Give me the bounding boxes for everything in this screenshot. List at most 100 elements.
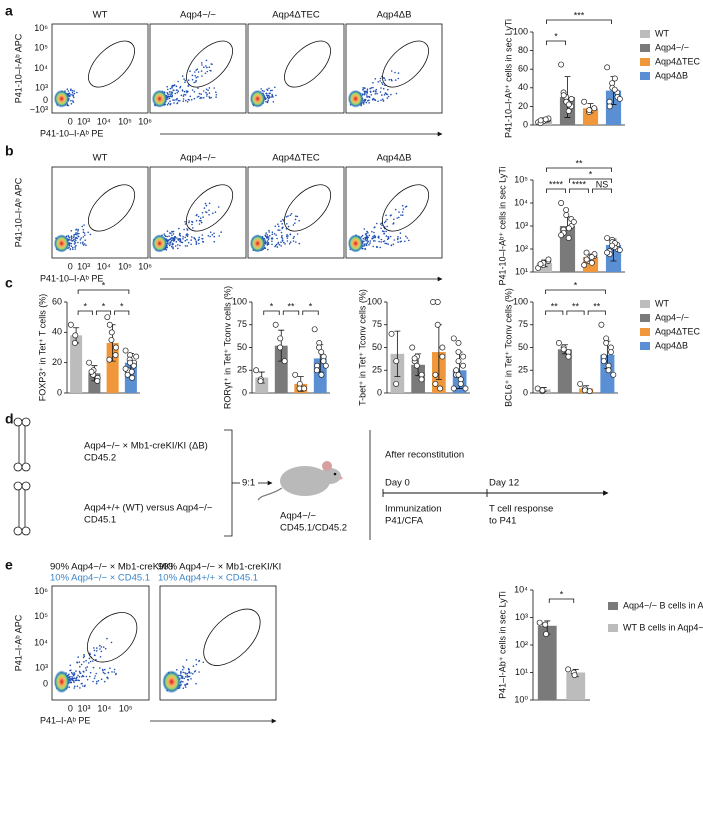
cell-dot	[383, 77, 385, 79]
cell-dot	[362, 93, 364, 95]
flow-title: Aqp4−/−	[180, 10, 216, 21]
cell-dot	[294, 222, 296, 224]
cell-dot	[175, 241, 178, 243]
cell-dot	[74, 685, 76, 688]
cell-dot	[102, 671, 105, 674]
cell-dot	[193, 91, 196, 93]
cell-dot	[386, 218, 388, 221]
cell-dot	[215, 94, 218, 96]
cell-dot	[82, 244, 85, 246]
cell-dot	[385, 214, 387, 217]
cell-dot	[280, 236, 283, 238]
cell-dot	[75, 679, 78, 681]
cell-dot	[73, 679, 75, 682]
cell-dot	[83, 655, 86, 657]
cell-dot	[288, 242, 291, 245]
legend-label: Aqp4ΔB	[655, 340, 688, 350]
cell-dot	[404, 240, 406, 243]
flow-x-label: P41-10–I-Aᵇ PE	[40, 273, 103, 283]
data-point	[606, 103, 613, 110]
sig-bracket	[546, 188, 566, 193]
flow-x-tick: 0	[68, 116, 73, 126]
density-core	[151, 234, 168, 253]
cell-dot	[180, 241, 183, 243]
cell-dot	[104, 672, 106, 675]
cell-dot	[374, 78, 377, 80]
cell-dot	[289, 233, 292, 236]
cell-dot	[362, 103, 365, 105]
cell-dot	[266, 234, 269, 236]
data-point	[462, 385, 469, 392]
y-tick-label: 40	[52, 327, 62, 337]
y-tick-label: 20	[518, 101, 528, 111]
cell-dot	[387, 243, 390, 245]
cell-dot	[184, 245, 187, 247]
cell-dot	[205, 211, 208, 214]
cell-dot	[266, 237, 268, 239]
cell-dot	[405, 205, 408, 208]
y-axis-label: P41-10–I-Aᵇ⁺ cells in sec LyTi	[503, 19, 513, 138]
cell-dot	[381, 94, 383, 96]
cell-dot	[271, 94, 274, 97]
cell-dot	[89, 660, 92, 663]
cell-dot	[372, 245, 375, 248]
diagram-text: CD45.1	[84, 515, 116, 526]
cell-dot	[263, 90, 265, 93]
cell-dot	[268, 87, 270, 90]
cell-dot	[198, 671, 200, 673]
cell-dot	[382, 240, 385, 243]
cell-dot	[100, 646, 103, 648]
cell-dot	[87, 231, 89, 234]
sig-label: *	[554, 31, 558, 41]
cell-dot	[179, 100, 181, 102]
cell-dot	[195, 76, 198, 79]
cell-dot	[104, 647, 107, 650]
cell-dot	[367, 232, 369, 234]
cell-dot	[163, 233, 165, 235]
cell-dot	[67, 90, 70, 92]
sig-label: *	[120, 301, 124, 311]
cell-dot	[363, 87, 365, 89]
data-point	[571, 672, 578, 679]
flow-y-tick: 10⁵	[34, 611, 48, 621]
flow-y-label: P41–I-Aᵇ APC	[13, 614, 23, 671]
y-tick-label: 25	[372, 365, 382, 375]
data-point	[322, 362, 329, 369]
sig-bracket	[545, 289, 606, 294]
cell-dot	[268, 237, 270, 239]
cell-dot	[187, 98, 190, 101]
y-tick-label: 0	[242, 387, 247, 397]
cell-dot	[363, 245, 365, 247]
cell-dot	[206, 93, 208, 95]
flow-x-tick: 10⁴	[97, 116, 111, 126]
sig-bracket	[302, 310, 319, 315]
cell-dot	[190, 243, 192, 246]
y-tick-label: 25	[237, 365, 247, 375]
y-tick-label: 100	[513, 296, 528, 306]
cell-dot	[209, 231, 212, 233]
cell-dot	[363, 228, 366, 230]
data-point	[112, 352, 119, 359]
cell-dot	[195, 214, 198, 217]
cell-dot	[360, 236, 363, 238]
cell-dot	[73, 687, 75, 689]
legend-swatch	[640, 342, 650, 350]
y-tick-label: 40	[518, 82, 528, 92]
cell-dot	[383, 94, 386, 96]
cell-dot	[80, 682, 83, 685]
cell-dot	[264, 234, 267, 236]
y-tick-label: 0	[523, 119, 528, 129]
data-point	[318, 371, 325, 378]
data-point	[409, 344, 416, 351]
cell-dot	[277, 225, 280, 228]
sig-bracket	[548, 598, 575, 603]
data-point	[439, 344, 446, 351]
cell-dot	[377, 236, 379, 239]
cell-dot	[181, 241, 184, 244]
cell-dot	[275, 234, 277, 236]
y-axis-label: P41-10–I-Aᵇ⁺ cells in sec LyTi	[497, 166, 507, 285]
data-point	[588, 259, 595, 266]
cell-dot	[186, 683, 189, 685]
legend-swatch	[640, 314, 650, 322]
density-core	[249, 234, 266, 253]
